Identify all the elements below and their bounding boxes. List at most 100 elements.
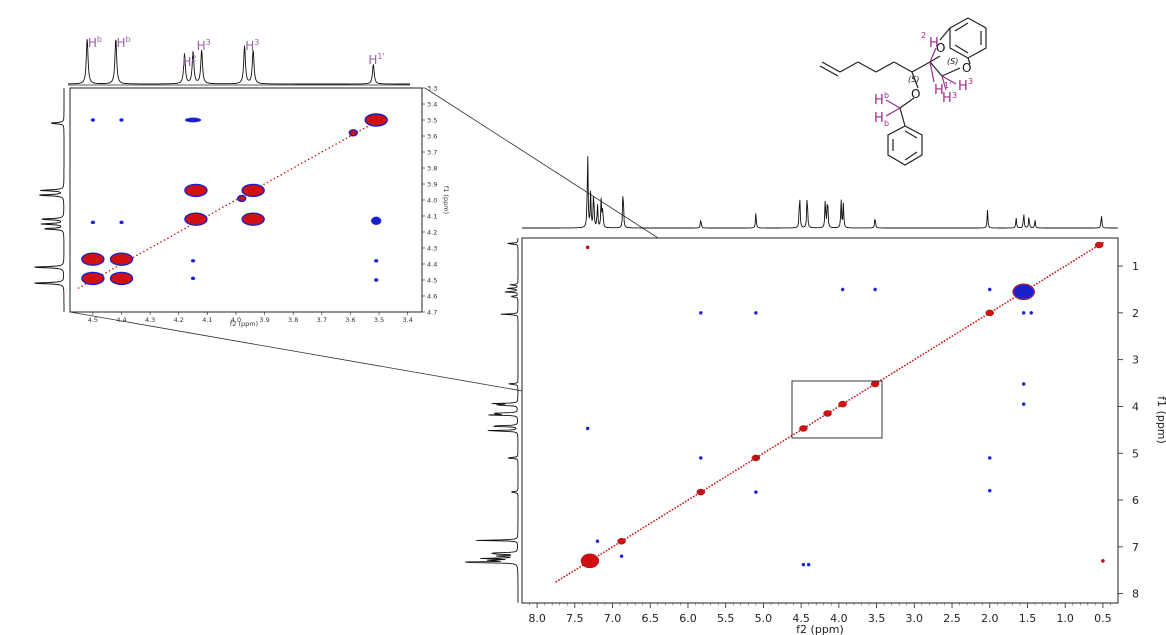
diagonal-dot [674,507,677,509]
bond [821,61,841,73]
diagonal-dot [808,423,811,426]
main-x-tick-label: 4.5 [792,612,810,625]
diagonal-dot [943,340,946,342]
main-y-tick-label: 3 [1132,354,1139,367]
h1p-label: H [934,83,944,98]
zoom-x-axis-label: f2 (ppm) [230,320,258,328]
h-bond [941,75,947,91]
diagonal-dot [1062,266,1065,269]
zoom-diagonal-dot [184,227,186,230]
zoom-diagonal-dot [105,271,107,274]
zoom-peak [90,118,96,122]
diagonal-dot [903,364,906,367]
main-y-tick-label: 7 [1132,541,1139,554]
proton-label-superscript: 3 [206,38,211,47]
diagonal-dot [597,554,600,557]
zoom-y-tick-label: 4.0 [427,197,437,205]
diagonal-dot [940,341,943,344]
diagonal-dot [901,366,904,369]
diagonal-dot [980,317,983,319]
molecule-atom-labels: O O O H 2 H 1' H 3 H 3 H b H b (S) (S) [874,31,973,128]
h3-superscript: 3 [952,91,957,100]
diagonal-dot [1065,264,1067,267]
h-bond [929,47,937,63]
zoom-diagonal-dot [342,139,344,141]
diagonal-peak [580,553,600,569]
diagonal-dot [682,502,684,504]
diagonal-dot [769,448,772,450]
proton-label-superscript: b [126,35,131,44]
main-x-tick-label: 3.0 [906,612,924,625]
zoom-y-axis-label: f1 (ppm) [442,186,450,214]
main-y-tick-label: 6 [1132,494,1139,507]
main-x-axis: 8.0 7.5 7.0 6.5 6.0 5.5 5.0 4.5 4.0 3.5 3.0 2.5 2.0 1… [528,603,1112,625]
zoom-diagonal-dot [294,166,296,168]
diagonal-dot [917,356,919,359]
benzyl-double-bond [904,130,918,139]
diagonal-dot [742,464,745,467]
zoom-diagonal-dot [149,246,152,249]
diagonal-dot [695,494,698,496]
h-bond [929,61,935,83]
zoom-diagonal-dot [218,208,221,211]
diagonal-dot [658,516,661,519]
diagonal-peak [838,400,847,408]
diagonal-dot [555,580,558,583]
diagonal-dot [967,325,970,328]
zoom-y-tick-label: 4.5 [427,277,437,285]
cross-peak [754,490,758,494]
zoom-diagonal-dot [345,137,348,140]
diagonal-dot [948,336,951,339]
zoom-diagonal-dot [290,168,293,170]
diagonal-dot [933,346,935,349]
diagonal-dot [822,415,824,418]
diagonal-dot [946,338,949,341]
zoom-diagonal-dot [222,206,224,209]
diagonal-dot [819,417,822,419]
zoom-diagonal-dot [108,269,111,272]
zoom-diagonal-dot [328,147,331,149]
diagonal-dot [766,449,769,452]
diagonal-dot [668,510,671,513]
zoom-x-tick-label: 3.8 [288,316,298,324]
diagonal-dot [653,520,655,523]
diagonal-dot [861,390,864,393]
zoom-x-tick-label: 3.4 [403,316,413,324]
diagonal-dot [798,430,801,432]
diagonal-dot [671,508,674,511]
zoom-diagonal-dot [136,254,138,257]
zoom-peak [184,183,208,198]
diagonal-dot [1054,271,1057,274]
diagonal-dot [663,513,666,516]
cross-peak [806,562,811,567]
diagonal-dot [684,500,687,503]
diagonal-dot [1006,300,1009,303]
main-x-tick-label: 1.0 [1056,612,1074,625]
cross-peak [1021,311,1026,315]
zoom-y-tick-label: 3.4 [427,101,437,109]
main-x-tick-label: 6.5 [642,612,660,625]
diagonal-dot [713,482,716,485]
zoom-y-tick-label: 3.3 [427,85,437,93]
diagonal-dot [629,534,632,537]
diagonal-dot [1001,304,1004,306]
main-x-tick-label: 3.5 [868,612,886,625]
diagonal-peak [1094,241,1104,249]
hb-superscript: b [884,91,889,100]
diagonal-dot [1046,276,1049,278]
proton-label-superscript: 3 [254,38,259,47]
diagonal-dot [999,305,1001,308]
diagonal-dot [859,392,861,395]
diagonal-dot [959,330,962,333]
zoom-y-axis: 3.3 3.4 3.5 3.6 3.7 3.8 3.9 4.0 4.1 4.2 4.3 4.4 4.5 4… [422,85,437,317]
cross-peak [698,456,703,460]
diagonal-dot [679,503,682,506]
zoom-diagonal-dot [263,183,265,186]
zoom-peak [90,220,96,225]
zoom-peak [237,194,247,203]
diagonal-dot [647,523,650,526]
zoom-peak [184,117,202,123]
atom-label-o: O [936,41,945,55]
diagonal-dot [1043,277,1046,280]
